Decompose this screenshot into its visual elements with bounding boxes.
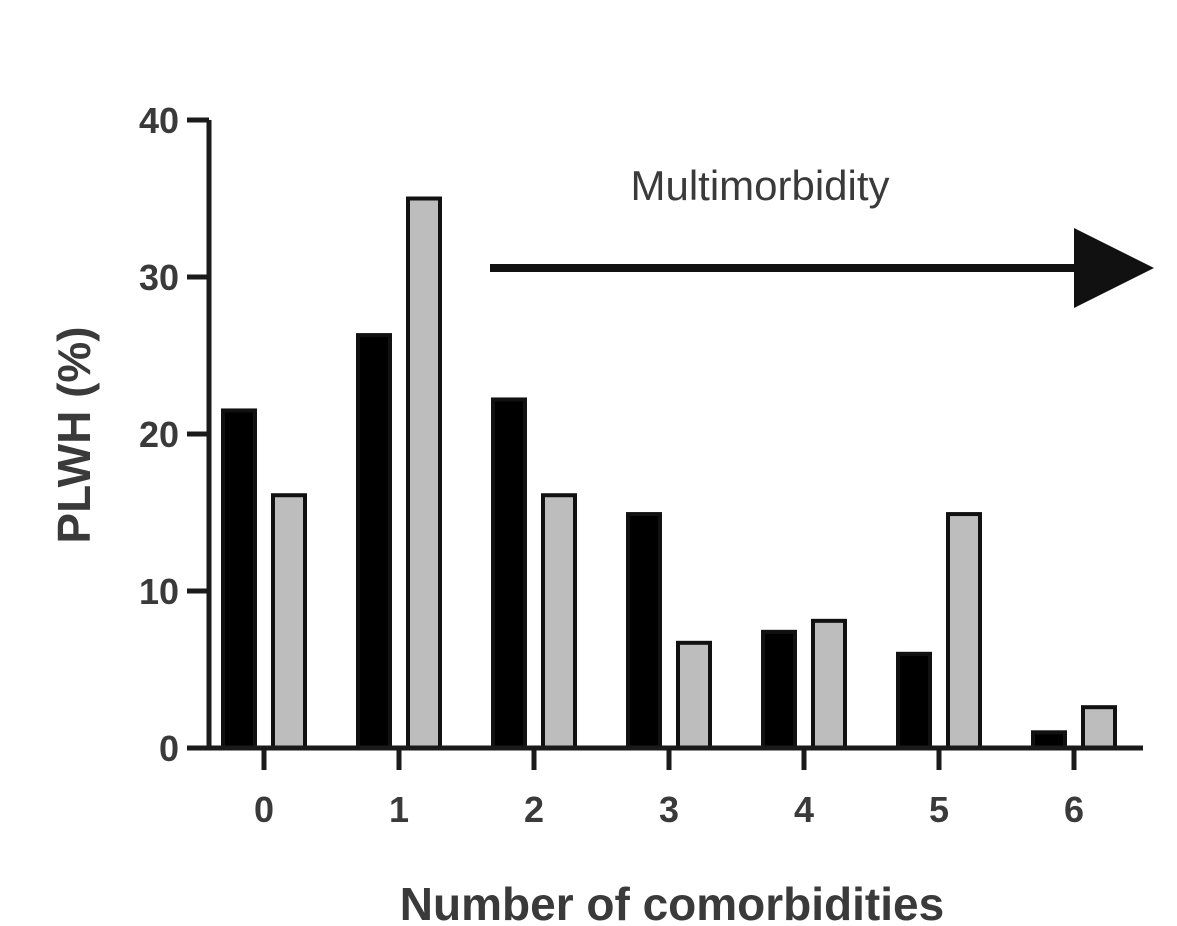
bar-series2-1 xyxy=(408,199,440,749)
bar-series2-2 xyxy=(543,495,575,748)
y-tick-label: 30 xyxy=(139,257,179,298)
bar-series1-0 xyxy=(223,410,255,748)
y-tick-label: 20 xyxy=(139,414,179,455)
x-tick-label: 1 xyxy=(389,789,409,830)
bar-series2-0 xyxy=(273,495,305,748)
bars-group xyxy=(223,199,1115,749)
x-tick-label: 2 xyxy=(524,789,544,830)
y-axis-title: PLWH (%) xyxy=(48,326,100,543)
bar-series1-3 xyxy=(628,514,660,748)
bar-series2-3 xyxy=(678,643,710,748)
x-tick-label: 6 xyxy=(1064,789,1084,830)
y-tick-label: 10 xyxy=(139,571,179,612)
x-tick-label: 4 xyxy=(794,789,814,830)
bar-series1-5 xyxy=(898,654,930,748)
bar-series2-5 xyxy=(948,514,980,748)
bar-series1-1 xyxy=(358,335,390,748)
multimorbidity-label: Multimorbidity xyxy=(630,162,889,209)
x-ticks-group: 0 1 2 3 4 5 6 xyxy=(254,748,1084,830)
x-tick-label: 3 xyxy=(659,789,679,830)
y-tick-label: 40 xyxy=(139,100,179,141)
y-tick-label: 0 xyxy=(159,728,179,769)
x-axis-title: Number of comorbidities xyxy=(400,878,944,926)
x-tick-label: 5 xyxy=(929,789,949,830)
bar-series2-4 xyxy=(813,621,845,748)
bar-series1-4 xyxy=(763,632,795,748)
bar-series1-2 xyxy=(493,399,525,748)
y-ticks-group: 0 10 20 30 40 xyxy=(139,100,209,769)
bar-series2-6 xyxy=(1083,707,1115,748)
x-tick-label: 0 xyxy=(254,789,274,830)
